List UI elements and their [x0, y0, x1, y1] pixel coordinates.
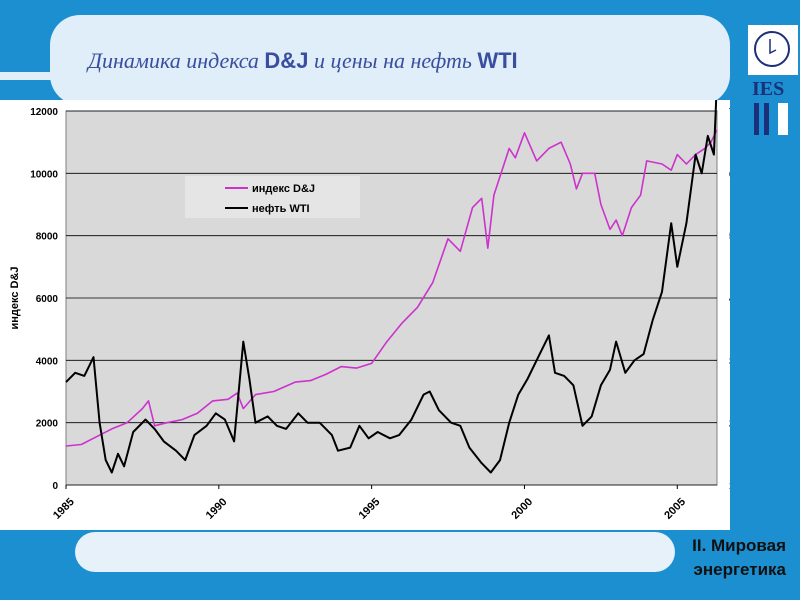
logo-text: IES [752, 78, 785, 100]
y-tick-label-left: 12000 [30, 107, 58, 118]
y-tick-label-right: 10 [729, 481, 730, 492]
y-tick-label-right: 60 [729, 169, 730, 180]
footer-line-2: энергетика [693, 560, 786, 579]
line-chart: 0 2000 4000 6000 8000 10000 12000 10 20 30 40 50 60 7… [0, 100, 730, 530]
wti-oil-price-line [65, 100, 718, 474]
footer-section-label: II. Мировая энергетика [692, 534, 786, 582]
y-tick-label-left: 10000 [30, 169, 58, 180]
dj-index-line [65, 129, 718, 447]
y-tick-label-left: 4000 [36, 356, 59, 367]
slide-title: Динамика индекса D&J и цены на нефть WTI [88, 48, 518, 73]
y-tick-label-left: 6000 [36, 294, 59, 305]
legend-label: индекс D&J [252, 183, 315, 195]
y-tick-label-right: 50 [729, 232, 730, 243]
legend-box [185, 176, 360, 218]
y-tick-label-right: 30 [729, 356, 730, 367]
legend-label: нефть WTI [252, 203, 310, 215]
y-tick-label-right: 20 [729, 419, 730, 430]
y-tick-label-left: 2000 [36, 419, 59, 430]
y-tick-label-right: 70 [729, 107, 730, 118]
y-tick-label-left: 0 [52, 481, 58, 492]
y-tick-label-right: 40 [729, 294, 730, 305]
y-tick-label-left: 8000 [36, 232, 59, 243]
ies-logo [748, 25, 798, 135]
y-axis-label-left: индекс D&J [9, 266, 21, 329]
footer-line-1: II. Мировая [692, 536, 786, 555]
